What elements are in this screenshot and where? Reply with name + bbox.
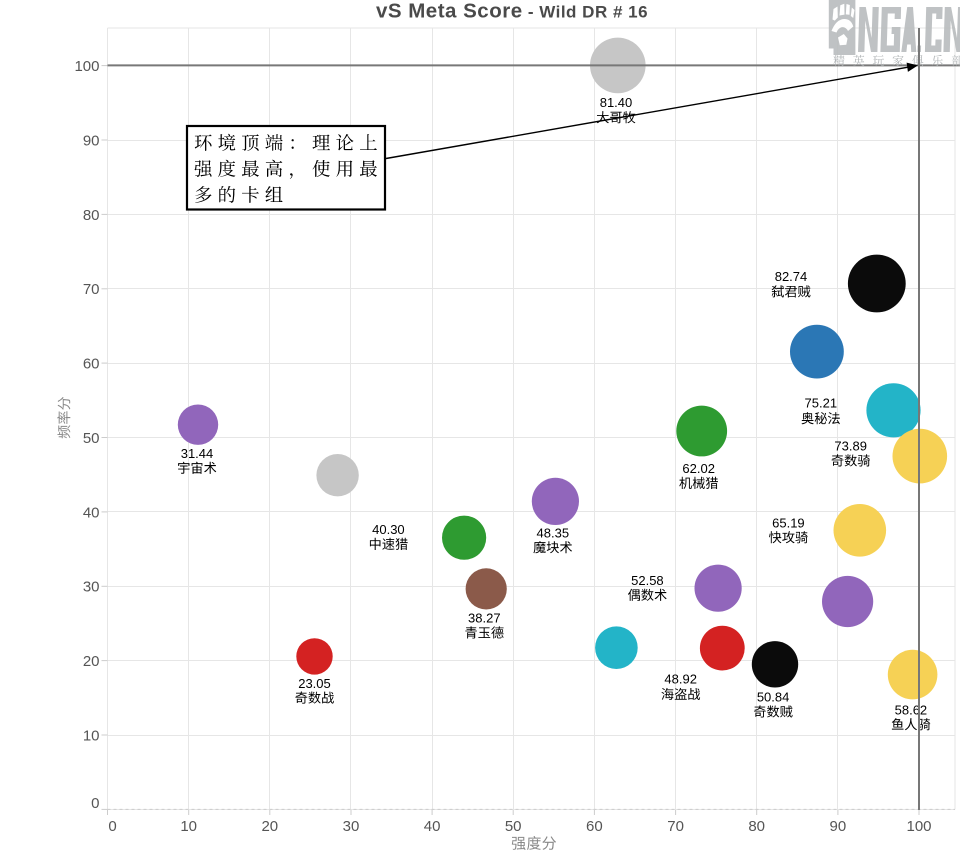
- svg-text:60: 60: [83, 356, 100, 373]
- svg-text:31.44: 31.44: [181, 446, 214, 461]
- svg-text:82.74: 82.74: [775, 269, 808, 284]
- svg-text:40: 40: [83, 504, 100, 521]
- svg-text:65.19: 65.19: [772, 515, 805, 530]
- svg-text:48.92: 48.92: [664, 671, 697, 686]
- svg-text:vS Meta Score - Wild DR # 16: vS Meta Score - Wild DR # 16: [376, 0, 648, 23]
- svg-text:10: 10: [83, 727, 100, 744]
- svg-text:81.40: 81.40: [600, 95, 633, 110]
- svg-text:52.58: 52.58: [631, 573, 664, 588]
- svg-text:50: 50: [505, 818, 522, 835]
- svg-text:30: 30: [343, 818, 360, 835]
- svg-text:50.84: 50.84: [757, 689, 790, 704]
- svg-text:75.21: 75.21: [805, 396, 838, 411]
- svg-text:62.02: 62.02: [682, 461, 715, 476]
- svg-text:58.62: 58.62: [895, 703, 928, 718]
- svg-text:30: 30: [83, 579, 100, 596]
- svg-text:90: 90: [830, 818, 847, 835]
- svg-text:48.35: 48.35: [537, 526, 570, 541]
- svg-text:70: 70: [83, 281, 100, 298]
- svg-text:0: 0: [108, 818, 116, 835]
- svg-text:80: 80: [83, 207, 100, 224]
- svg-text:38.27: 38.27: [468, 611, 501, 626]
- svg-text:70: 70: [667, 818, 684, 835]
- svg-text:90: 90: [83, 132, 100, 149]
- svg-text:23.05: 23.05: [298, 676, 331, 691]
- svg-text:80: 80: [748, 818, 765, 835]
- svg-text:73.89: 73.89: [834, 439, 867, 454]
- svg-text:50: 50: [83, 430, 100, 447]
- svg-text:20: 20: [83, 653, 100, 670]
- svg-text:60: 60: [586, 818, 603, 835]
- svg-text:0: 0: [91, 795, 99, 812]
- svg-text:20: 20: [261, 818, 278, 835]
- svg-text:10: 10: [180, 818, 197, 835]
- svg-text:100: 100: [74, 58, 99, 75]
- svg-text:40.30: 40.30: [372, 522, 405, 537]
- svg-text:40: 40: [424, 818, 441, 835]
- svg-text:100: 100: [906, 818, 931, 835]
